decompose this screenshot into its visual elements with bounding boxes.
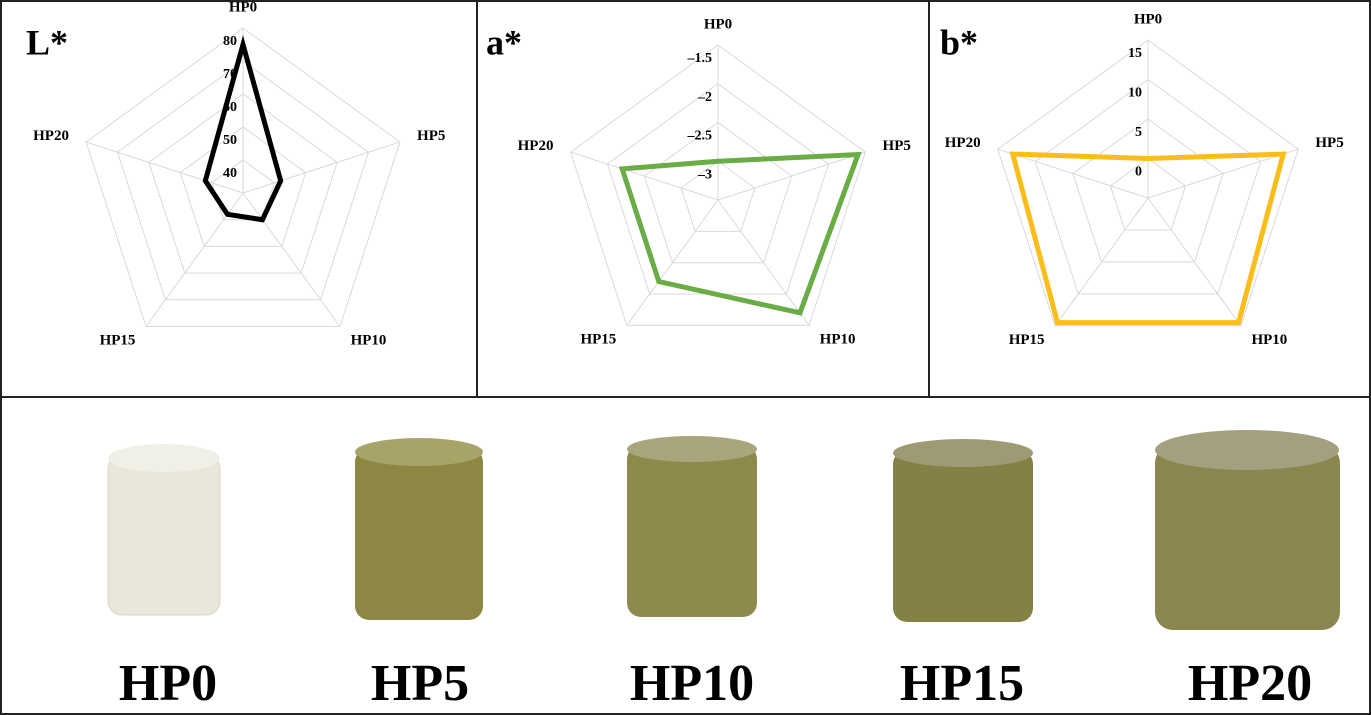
chart-title: b* (940, 22, 978, 62)
photos (108, 430, 1340, 630)
data-line (622, 154, 858, 312)
category-label: HP10 (1251, 332, 1287, 348)
category-label: HP15 (580, 331, 616, 347)
photo-label: HP5 (371, 655, 469, 712)
category-label: HP5 (1315, 135, 1343, 151)
sample-top (627, 436, 757, 462)
category-label: HP0 (704, 16, 732, 32)
category-label: HP20 (518, 138, 554, 154)
category-label: HP5 (417, 128, 445, 144)
category-label: HP0 (229, 0, 257, 15)
category-label: HP10 (820, 331, 856, 347)
figure: 4050607080HP0HP5HP10HP15HP20L*–3–2.5–2–1… (0, 0, 1371, 715)
sample-top (108, 444, 220, 472)
category-label: HP20 (945, 135, 981, 151)
category-label: HP0 (1134, 11, 1162, 27)
photo-label: HP20 (1188, 655, 1312, 712)
sample-photo (1155, 445, 1340, 630)
category-label: HP15 (100, 332, 136, 348)
chart-title: a* (486, 22, 522, 62)
tick-label: 10 (1128, 86, 1142, 101)
tick-label: 50 (223, 133, 237, 148)
spoke (243, 193, 340, 326)
category-label: HP5 (883, 138, 911, 154)
photo-label: HP0 (119, 655, 217, 712)
tick-label: 15 (1128, 46, 1142, 61)
tick-label: –3 (697, 167, 712, 182)
category-label: HP10 (351, 332, 387, 348)
photo-label: HP10 (630, 655, 754, 712)
tick-label: 40 (223, 166, 237, 181)
tick-label: 0 (1135, 165, 1142, 180)
tick-label: –1.5 (687, 51, 713, 66)
spoke (243, 142, 400, 193)
sample-top (893, 439, 1033, 467)
sample-top (1155, 430, 1339, 470)
sample-top (355, 438, 483, 466)
category-label: HP20 (33, 128, 69, 144)
category-label: HP15 (1009, 332, 1045, 348)
sample-photo (108, 455, 220, 615)
tick-label: 80 (223, 34, 237, 49)
sample-photo (627, 445, 757, 617)
sample-photo (893, 450, 1033, 622)
sample-photo (355, 448, 483, 620)
chart-title: L* (26, 22, 68, 62)
tick-label: 5 (1135, 125, 1142, 140)
spoke (86, 142, 243, 193)
tick-label: –2 (697, 90, 712, 105)
photo-label: HP15 (900, 655, 1024, 712)
tick-label: –2.5 (687, 129, 713, 144)
